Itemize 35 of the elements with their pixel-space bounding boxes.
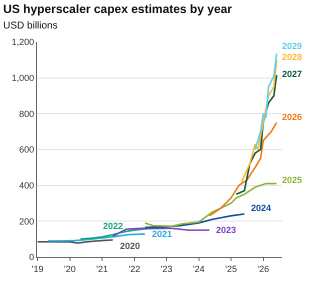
line-series <box>112 228 210 238</box>
line-series <box>208 122 278 217</box>
series-label: 2024 <box>251 203 272 213</box>
series-label: 2026 <box>282 112 302 122</box>
y-tick-label: 600 <box>19 144 34 155</box>
line-series <box>47 233 146 242</box>
x-tick-label: '20 <box>64 264 76 274</box>
series-label: 2029 <box>282 41 302 51</box>
series-label: 2022 <box>103 221 124 231</box>
series-label: 2020 <box>120 241 140 251</box>
x-tick-label: '25 <box>225 264 237 274</box>
series-label: 2021 <box>152 229 172 239</box>
x-tick-label: '24 <box>192 264 205 274</box>
x-tick-label: '23 <box>160 264 172 274</box>
x-tick-label: '22 <box>128 264 140 274</box>
x-tick-label: '21 <box>96 264 108 274</box>
series-label: 2025 <box>282 175 302 185</box>
y-tick-label: 1,000 <box>12 72 34 83</box>
chart-subtitle: USD billions <box>3 20 58 32</box>
y-tick-label: 800 <box>19 108 34 119</box>
line-series <box>235 74 278 196</box>
line-series <box>240 59 278 183</box>
y-tick-label: 400 <box>19 180 34 190</box>
series-label: 2027 <box>282 69 302 79</box>
series-label: 2023 <box>216 225 236 235</box>
x-tick-label: '19 <box>32 264 44 274</box>
line-series <box>144 182 278 227</box>
line-series <box>254 52 278 150</box>
y-tick-label: 0 <box>29 252 34 262</box>
x-tick-label: '26 <box>257 264 270 274</box>
y-tick-label: 1,200 <box>12 37 34 48</box>
chart-title: US hyperscaler capex estimates by year <box>3 2 232 16</box>
series-label: 2028 <box>282 52 302 62</box>
line-series <box>144 213 246 228</box>
y-tick-label: 200 <box>19 216 34 226</box>
